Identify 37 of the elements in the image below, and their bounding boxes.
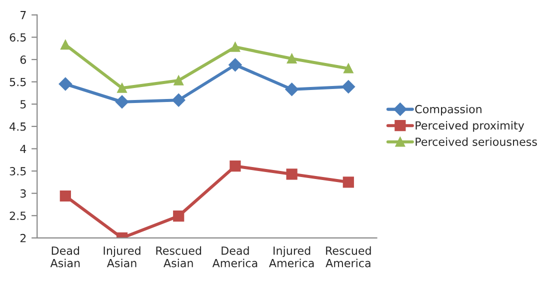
point — [228, 58, 242, 72]
point — [342, 80, 356, 94]
x-tick-label: Injured Asian — [104, 246, 140, 268]
x-tick-label: Dead America — [212, 246, 258, 268]
y-tick-label: 4 — [20, 144, 26, 153]
x-tick-label: Rescued Asian — [156, 246, 202, 268]
point — [60, 40, 70, 50]
point — [230, 160, 241, 172]
point — [342, 176, 354, 188]
point — [286, 168, 298, 180]
point — [286, 54, 297, 64]
y-tick-label: 3 — [20, 189, 26, 198]
y-tick-label: 6 — [20, 56, 26, 64]
point — [58, 77, 72, 91]
point — [173, 210, 184, 222]
y-tick-label: 2 — [20, 234, 26, 242]
point — [174, 76, 184, 86]
point — [172, 94, 186, 107]
x-tick-label: Dead Asian — [50, 246, 80, 268]
x-tick-label: Injured America — [268, 246, 314, 268]
point — [230, 42, 240, 52]
y-tick-label: 5 — [20, 100, 26, 109]
y-tick-label: 4.5 — [10, 122, 26, 131]
point — [115, 95, 129, 108]
y-tick-label: 3.5 — [10, 167, 26, 176]
point — [117, 83, 127, 93]
legend-label: Compassion — [415, 104, 482, 116]
point — [60, 190, 71, 202]
x-tick-label: Rescued America — [326, 246, 371, 268]
y-tick-label: 7 — [20, 11, 26, 20]
legend-label: Perceived seriousness — [416, 137, 537, 146]
point — [285, 82, 298, 96]
y-tick-label: 2.5 — [10, 212, 26, 220]
point — [344, 64, 354, 74]
legend-label: Perceived proximity — [416, 121, 524, 132]
y-tick-label: 6.5 — [10, 33, 26, 42]
y-tick-label: 5.5 — [10, 78, 26, 86]
